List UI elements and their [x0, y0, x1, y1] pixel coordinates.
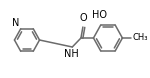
Text: NH: NH: [64, 49, 79, 59]
Text: HO: HO: [92, 10, 107, 20]
Text: CH₃: CH₃: [132, 33, 148, 43]
Text: O: O: [80, 13, 87, 23]
Text: N: N: [12, 18, 20, 28]
